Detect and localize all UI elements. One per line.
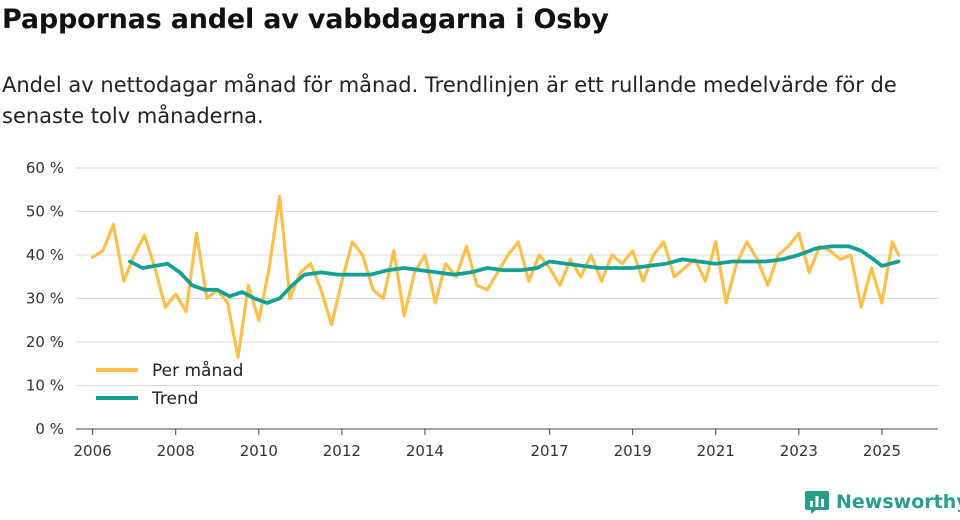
x-axis: 2006 2008 2010 2012 2014 2017 2019 2021 2023 2025	[74, 428, 938, 460]
series-line-trend	[128, 244, 901, 305]
x-tick-label: 2021	[697, 442, 735, 460]
x-tick-label: 2019	[614, 442, 652, 460]
x-tick-label: 2023	[780, 442, 818, 460]
x-tick-label: 2017	[530, 442, 568, 460]
y-tick-label: 0 %	[35, 420, 64, 438]
y-tick-label: 60 %	[26, 159, 64, 177]
y-tick-label: 30 %	[26, 290, 64, 308]
x-tick-label: 2012	[323, 442, 361, 460]
legend-label: Per månad	[152, 360, 243, 381]
y-tick-label: 40 %	[26, 246, 64, 264]
series-lines	[90, 194, 901, 359]
x-tick-label: 2014	[406, 442, 444, 460]
brand-logo[interactable]: Newsworthy	[804, 489, 960, 515]
gridlines	[76, 167, 938, 386]
x-tick-label: 2008	[157, 442, 195, 460]
x-tick-label: 2025	[863, 442, 901, 460]
y-tick-label: 10 %	[26, 377, 64, 395]
y-tick-label: 20 %	[26, 333, 64, 351]
line-chart: 0 % 10 % 20 % 30 % 40 % 50 % 60 % 2006 2008 2010…	[26, 159, 938, 460]
chart-title: Pappornas andel av vabbdagarna i Osby	[2, 4, 609, 35]
legend: Per månad Trend	[96, 360, 243, 409]
newsworthy-logo-icon	[805, 491, 829, 514]
brand-name: Newsworthy	[836, 491, 960, 513]
y-axis: 0 % 10 % 20 % 30 % 40 % 50 % 60 %	[26, 159, 64, 438]
x-tick-label: 2010	[240, 442, 278, 460]
chart-subtitle: Andel av nettodagar månad för månad. Tre…	[2, 73, 897, 128]
y-tick-label: 50 %	[26, 203, 64, 221]
legend-label: Trend	[151, 389, 199, 409]
x-tick-label: 2006	[74, 442, 112, 460]
series-line-per-manad	[90, 194, 901, 359]
